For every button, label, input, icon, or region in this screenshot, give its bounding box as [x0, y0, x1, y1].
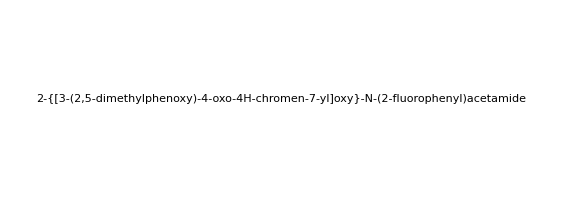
Text: 2-{[3-(2,5-dimethylphenoxy)-4-oxo-4H-chromen-7-yl]oxy}-N-(2-fluorophenyl)acetami: 2-{[3-(2,5-dimethylphenoxy)-4-oxo-4H-chr… [36, 94, 526, 104]
